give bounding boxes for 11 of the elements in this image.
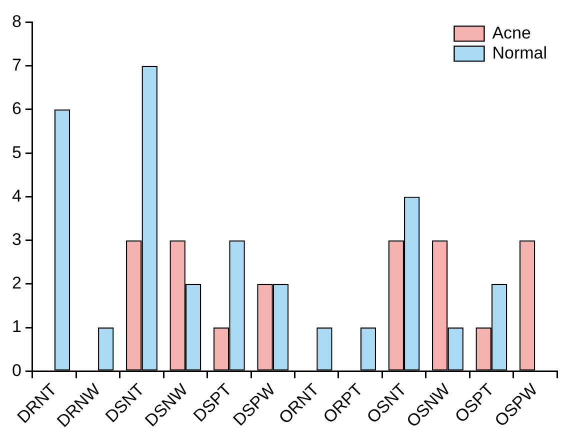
legend-label: Acne — [492, 23, 531, 42]
y-tick-label: 2 — [12, 274, 22, 293]
y-tick-label: 7 — [12, 56, 22, 75]
y-tick-label: 5 — [12, 142, 22, 162]
y-tick-label: 0 — [12, 360, 22, 380]
y-tick-label: 3 — [12, 230, 22, 249]
y-tick-label: 6 — [12, 99, 22, 118]
legend-label: Normal — [492, 43, 548, 62]
y-tick-label: 1 — [12, 317, 22, 336]
y-tick-label: 8 — [12, 12, 22, 31]
y-tick-label: 4 — [12, 186, 22, 206]
